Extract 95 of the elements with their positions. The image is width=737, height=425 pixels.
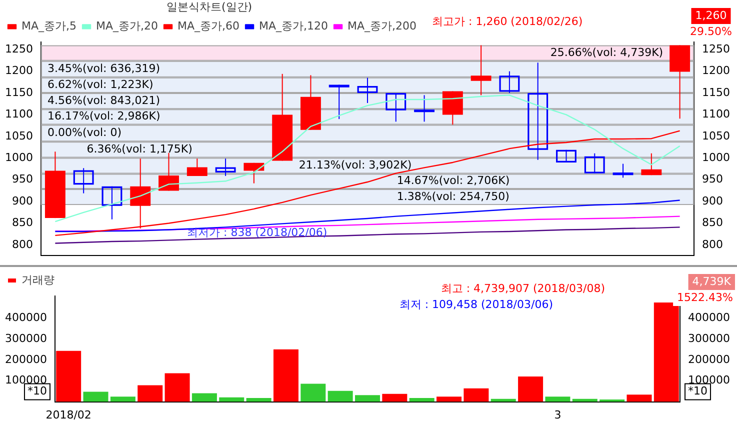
- text: 최고가 : 1,260 (2018/02/26): [432, 14, 583, 28]
- candlestick: [612, 163, 634, 178]
- legend-label: 거래량: [22, 273, 54, 286]
- annotation: 최저가 : 838 (2018/02/06): [187, 226, 328, 239]
- y2-tick-label: 950: [702, 172, 724, 186]
- legend-title: 일본식차트(일간): [166, 0, 252, 14]
- y2-tick-label: 900: [702, 194, 724, 208]
- candlestick: [102, 186, 122, 220]
- text: 1,260: [695, 8, 727, 22]
- band-label: 0.00%(vol: 0): [48, 126, 122, 140]
- y-tick-label: 200000: [4, 352, 47, 366]
- annotation: 1522.43%: [677, 290, 733, 304]
- band-label: 4.56%(vol: 843,021): [48, 94, 160, 107]
- text: 29.50%: [690, 24, 732, 38]
- bar: [273, 349, 298, 402]
- text: 최고 : 4,739,907 (2018/03/08): [440, 282, 605, 295]
- text: 4,739K: [692, 274, 732, 288]
- band-label: 6.36%(vol: 1,175K): [86, 142, 192, 156]
- candlestick: [556, 149, 576, 163]
- bar: [545, 396, 570, 402]
- y-tick-label: 800: [12, 238, 33, 251]
- candlestick: [158, 152, 179, 192]
- y-tick-label: 950: [12, 172, 33, 186]
- candlestick: [73, 168, 94, 194]
- y2-tick-label: 300000: [688, 332, 730, 345]
- bar: [138, 385, 163, 402]
- y-tick-label: 300000: [4, 332, 47, 345]
- y-tick-label: 1250: [4, 42, 33, 56]
- bar: [56, 350, 82, 402]
- y2-tick-label: 850: [702, 216, 724, 230]
- bar: [110, 396, 136, 402]
- bar: [83, 392, 108, 402]
- y-tick-label: 1050: [4, 129, 33, 142]
- bar: [164, 373, 190, 402]
- y2-axis-title: *10: [688, 384, 708, 398]
- bar: [355, 395, 380, 402]
- y-tick-label: 1200: [4, 64, 33, 78]
- candlestick: [414, 94, 435, 122]
- y2-tick-label: 1100: [702, 108, 730, 121]
- candlestick: [215, 158, 236, 176]
- band-label: 1.38%(vol: 254,750): [396, 190, 510, 203]
- y-tick-label: 400000: [4, 310, 47, 324]
- legend-label: MA_종가,200: [348, 20, 417, 33]
- y2-tick-label: 200000: [688, 352, 730, 366]
- candlestick: [328, 84, 350, 120]
- y2-tick-label: 1050: [702, 129, 730, 142]
- candlestick: [584, 152, 605, 174]
- band-label: 21.13%(vol: 3,902K): [298, 158, 412, 172]
- bar: [219, 397, 244, 402]
- x-tick-label: 2018/02: [46, 408, 92, 422]
- bar: [382, 394, 408, 402]
- y2-tick-label: 1200: [702, 64, 730, 78]
- y-axis-title: *10: [27, 384, 47, 398]
- bar: [654, 302, 679, 402]
- bar: [409, 398, 434, 402]
- band-label: 16.17%(vol: 2,986K): [48, 110, 160, 123]
- bar: [626, 394, 652, 402]
- y2-tick-label: 100000: [688, 374, 730, 387]
- y2-tick-label: 800: [702, 238, 724, 251]
- candlestick: [528, 62, 548, 160]
- y-tick-label: 1150: [4, 86, 33, 99]
- band-label: 6.62%(vol: 1,223K): [48, 78, 154, 92]
- candlestick: [470, 44, 492, 96]
- y-tick-label: 1000: [4, 150, 33, 164]
- legend-label: MA_종가,20: [96, 20, 158, 33]
- candlestick: [499, 70, 520, 94]
- y2-tick-label: 1250: [702, 42, 730, 56]
- y-tick-label: 100000: [4, 374, 47, 387]
- candlestick: [130, 158, 151, 229]
- candlestick: [357, 77, 378, 104]
- legend-label: MA_종가,60: [178, 20, 240, 33]
- bar: [300, 384, 326, 402]
- band-label: 3.45%(vol: 636,319): [48, 62, 160, 75]
- y2-tick-label: 1150: [702, 86, 730, 99]
- candlestick: [641, 152, 662, 176]
- y-tick-label: 900: [12, 194, 33, 208]
- y2-tick-label: 1000: [702, 150, 730, 164]
- annotation: 최저 : 109,458 (2018/03/06): [399, 298, 553, 311]
- bar: [436, 396, 462, 402]
- y-tick-label: 1100: [4, 108, 33, 121]
- candlestick: [442, 90, 463, 126]
- band-label: 14.67%(vol: 2,706K): [396, 174, 510, 188]
- candlestick: [386, 92, 406, 122]
- legend-label: MA_종가,120: [259, 20, 328, 33]
- band-label: 25.66%(vol: 4,739K): [550, 46, 664, 59]
- legend-label: MA_종가,5: [22, 20, 77, 33]
- x-tick-label: 3: [554, 408, 562, 422]
- bar: [192, 393, 217, 402]
- bar: [246, 398, 272, 402]
- y-tick-label: 850: [12, 216, 33, 230]
- candlestick: [186, 158, 208, 176]
- bar: [518, 376, 544, 402]
- bar: [328, 390, 353, 402]
- y2-tick-label: 400000: [688, 310, 730, 324]
- bar: [464, 388, 489, 402]
